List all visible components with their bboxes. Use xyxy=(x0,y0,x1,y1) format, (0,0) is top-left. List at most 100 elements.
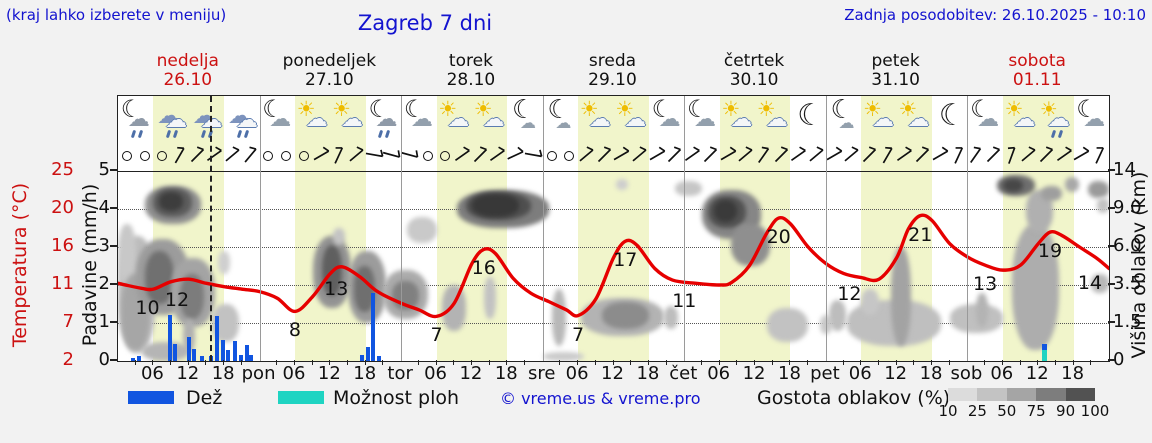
cloud-blob xyxy=(407,216,437,244)
sun-icon: ☀ xyxy=(721,97,741,121)
day-name: sreda xyxy=(588,51,637,71)
time-tick xyxy=(240,360,242,365)
hour-label: 18 xyxy=(211,363,235,384)
sun-icon: ☀ xyxy=(296,97,316,121)
cloud-icon: ☁ xyxy=(127,107,150,132)
time-tick xyxy=(948,360,950,365)
rain-bar xyxy=(215,316,220,361)
rain-bar xyxy=(232,341,237,361)
left-tick-mark xyxy=(110,321,117,323)
wind-barb-icon xyxy=(471,145,491,165)
density-scale-label: 50 xyxy=(997,402,1017,420)
temp-tick-label: 11 xyxy=(51,273,74,294)
rain-legend-label: Dež xyxy=(186,387,223,409)
rain-drops-icon xyxy=(165,129,172,139)
density-scale-label: 10 xyxy=(938,402,958,420)
rain-bar xyxy=(136,356,141,361)
sun-icon: ☀ xyxy=(615,97,635,121)
time-tick xyxy=(311,360,313,365)
weather-icon-sun-cloud: ☀ ☁ xyxy=(473,97,507,141)
cloud-icon: ☁ xyxy=(235,108,258,133)
cloud-icon: ☁ xyxy=(555,113,572,132)
weather-icon-sun-rain: ☀ ☁ xyxy=(1039,97,1073,141)
temp-value-label: 17 xyxy=(613,249,638,272)
calm-wind-icon xyxy=(281,151,292,161)
weather-icon-sun-cloud: ☀ ☁ xyxy=(720,97,754,141)
wind-barb-icon xyxy=(966,145,986,165)
temperature-axis-label: Temperatura (°C) xyxy=(9,182,31,348)
time-tick xyxy=(170,360,172,365)
cloud-icon: ☁ xyxy=(375,107,398,132)
rain-legend-swatch xyxy=(128,391,174,404)
day-cell: sreda 29.10 xyxy=(542,52,684,92)
density-scale-segment xyxy=(1006,388,1037,401)
time-tick xyxy=(630,360,632,365)
cloud-icon: ☁ xyxy=(165,108,188,133)
cloud-icon: ☁ xyxy=(658,107,681,132)
weather-icon-row: ☾ ☁ ☁ ☁ ☁ ☁ ☁ ☁ ☾ ☁ ☀ ☁ ☀ ☁ ☾ ☁ ☾ ☁ ☀ ☁ ☀ ☁ ☾ ☁ ☾ ☁ ☀ ☁ ☀ ☁ ☾ ☁ ☾ ☁ ☀ ☁ ☀ ☁ ☾ ☾… xyxy=(118,96,1109,141)
time-tick xyxy=(1037,360,1039,365)
cloud-icon: ☁ xyxy=(977,107,1000,132)
weather-icon-moon-cloud: ☾ ☁ xyxy=(685,97,719,141)
wind-barb-icon xyxy=(1055,145,1075,165)
wind-barb-icon xyxy=(223,145,243,165)
time-tick xyxy=(1019,360,1021,365)
time-tick xyxy=(647,360,649,365)
sun-icon: ☀ xyxy=(756,97,776,121)
time-tick xyxy=(718,360,720,365)
time-tick xyxy=(807,360,809,365)
wind-barb-icon xyxy=(736,145,756,165)
time-tick xyxy=(488,360,490,365)
copyright-link[interactable]: © vreme.us & vreme.pro xyxy=(500,389,701,408)
time-tick xyxy=(364,360,366,365)
sun-icon: ☀ xyxy=(862,97,882,121)
wind-barb-icon xyxy=(807,145,827,165)
temp-value-label: 12 xyxy=(164,288,190,311)
right-tick-mark xyxy=(1108,207,1115,209)
sun-icon: ☀ xyxy=(1039,97,1058,121)
hour-label: 12 xyxy=(601,363,624,384)
temp-value-label: 7 xyxy=(430,324,443,347)
day-name: petek xyxy=(871,51,920,71)
hour-label: 06 xyxy=(565,363,589,384)
wind-barb-icon xyxy=(878,145,898,165)
wind-barb-icon xyxy=(506,145,526,165)
wind-barb-icon xyxy=(312,145,332,165)
cloud-blob xyxy=(616,178,629,190)
left-tick-mark xyxy=(110,359,117,361)
calm-wind-icon xyxy=(263,151,274,161)
time-tick xyxy=(931,360,933,365)
time-tick xyxy=(1090,360,1092,365)
weather-icon-moon-cloud-s: ☾ ☁ xyxy=(827,97,861,141)
moon-icon: ☾ xyxy=(686,95,709,123)
wind-barb-icon xyxy=(1002,145,1022,165)
cloud-blob xyxy=(731,224,770,266)
rain-drops-icon xyxy=(385,129,391,139)
time-tick xyxy=(506,360,508,365)
wind-barb-icon xyxy=(719,145,739,165)
day-separator xyxy=(825,96,827,361)
weather-icon-sun-cloud: ☀ ☁ xyxy=(296,97,330,141)
cloud-icon: ☁ xyxy=(341,107,364,132)
rain-bar xyxy=(1041,344,1047,350)
calm-wind-icon xyxy=(422,151,433,161)
rain-bar xyxy=(371,293,376,361)
cloud-icon: ☁ xyxy=(520,113,537,132)
cloud-blob xyxy=(713,199,738,223)
time-tick xyxy=(612,360,614,365)
cloud-blob xyxy=(159,191,183,211)
cloud-blob xyxy=(179,273,204,320)
wind-barb-icon xyxy=(648,145,668,165)
moon-icon: ☾ xyxy=(368,95,390,123)
cloud-tick-label: 3.5 xyxy=(1113,273,1142,294)
precip-tick-label: 4 xyxy=(98,197,110,218)
rain-bar xyxy=(172,343,177,361)
cloud-blob xyxy=(861,288,879,316)
day-separator xyxy=(542,96,544,361)
time-tick xyxy=(470,360,472,365)
temp-value-label: 14 xyxy=(1077,271,1103,294)
cloud-icon: ☁ xyxy=(410,107,433,132)
temp-value-label: 10 xyxy=(135,296,160,319)
cloud-blob xyxy=(542,351,584,361)
wind-barb-icon xyxy=(860,145,880,165)
